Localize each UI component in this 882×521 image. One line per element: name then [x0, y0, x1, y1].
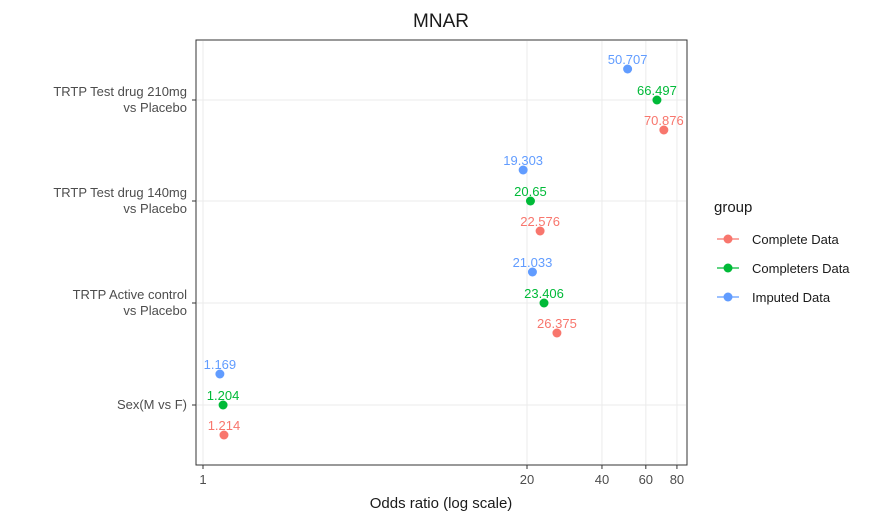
legend: group Complete Data Completers Data Impute…: [714, 199, 850, 305]
data-point: [527, 267, 537, 277]
data-point: [552, 328, 562, 338]
legend-label: Imputed Data: [752, 290, 831, 305]
x-tick-label: 1: [199, 472, 206, 487]
data-point: [525, 196, 535, 206]
data-label: 19.303: [503, 153, 543, 168]
legend-key-point: [723, 234, 733, 244]
legend-key-point: [723, 263, 733, 273]
data-point: [215, 369, 225, 379]
data-point: [539, 298, 549, 308]
y-category-label: vs Placebo: [123, 201, 187, 216]
legend-title: group: [714, 199, 752, 216]
x-axis-title: Odds ratio (log scale): [370, 495, 513, 512]
x-axis: 1 20 40 60 80: [199, 465, 684, 487]
data-point: [218, 400, 228, 410]
chart-title: MNAR: [413, 11, 469, 32]
data-label: 23.406: [524, 286, 564, 301]
legend-key-point: [723, 292, 733, 302]
data-label: 70.876: [644, 113, 684, 128]
data-point: [623, 64, 633, 74]
data-point: [518, 165, 528, 175]
y-category-label: TRTP Active control: [73, 287, 188, 302]
y-category-label: TRTP Test drug 210mg: [53, 84, 187, 99]
x-tick-label: 60: [639, 472, 653, 487]
data-points: 70.876 22.576 26.375 1.214 66.497 20.65 23.406…: [204, 52, 684, 440]
y-category-label: vs Placebo: [123, 303, 187, 318]
grid-lines: [197, 41, 686, 464]
data-label: 26.375: [537, 316, 577, 331]
data-point: [652, 95, 662, 105]
y-category-label: vs Placebo: [123, 100, 187, 115]
plot-panel: [195, 39, 688, 466]
data-label: 50.707: [608, 52, 648, 67]
data-label: 1.214: [208, 418, 241, 433]
data-label: 22.576: [520, 214, 560, 229]
data-point: [219, 430, 229, 440]
x-tick-label: 80: [670, 472, 684, 487]
data-label: 1.169: [204, 357, 237, 372]
y-category-label: Sex(M vs F): [117, 397, 187, 412]
legend-label: Completers Data: [752, 261, 850, 276]
data-label: 66.497: [637, 83, 677, 98]
y-category-label: TRTP Test drug 140mg: [53, 185, 187, 200]
x-tick-label: 20: [520, 472, 534, 487]
data-point: [535, 226, 545, 236]
data-point: [659, 125, 669, 135]
x-tick-label: 40: [595, 472, 609, 487]
data-label: 20.65: [514, 184, 547, 199]
legend-label: Complete Data: [752, 232, 839, 247]
data-label: 1.204: [207, 388, 240, 403]
data-label: 21.033: [513, 255, 553, 270]
